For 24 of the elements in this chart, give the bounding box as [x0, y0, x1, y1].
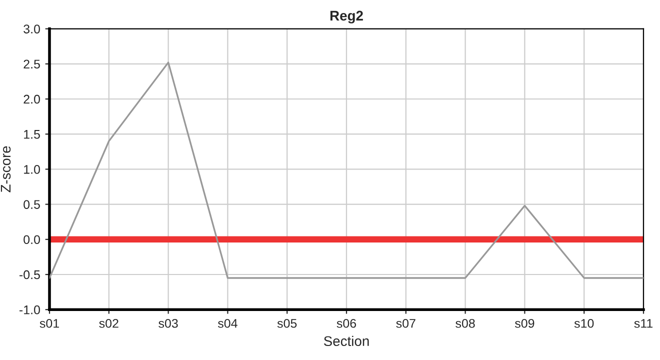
x-tick-label: s04 — [218, 318, 238, 328]
y-axis-title: Z-score — [0, 146, 11, 192]
y-tick-label: 1.5 — [24, 130, 40, 139]
x-tick-label: s05 — [277, 318, 297, 328]
x-tick-label: s11 — [634, 319, 653, 328]
y-tick-label: 2.0 — [24, 94, 40, 104]
y-tick-label: 0.0 — [24, 235, 40, 244]
x-axis-title: Section — [324, 336, 369, 346]
x-tick-label: s09 — [514, 318, 534, 328]
chart-title: Reg2 — [330, 10, 363, 24]
y-tick-label: 2.5 — [24, 60, 40, 69]
y-tick-label: -0.5 — [19, 270, 40, 280]
x-tick-label: s08 — [456, 318, 475, 328]
y-tick-label: 1.0 — [24, 165, 40, 174]
line-series — [50, 62, 644, 279]
x-tick-label: s10 — [574, 318, 594, 328]
x-tick-label: s06 — [336, 318, 356, 328]
x-tick-label: s01 — [40, 318, 59, 328]
y-tick-label: 0.5 — [24, 200, 40, 209]
y-tick-label: -1.0 — [19, 305, 40, 314]
y-tick-label: 3.0 — [24, 24, 40, 34]
x-tick-label: s03 — [158, 318, 178, 328]
x-tick-label: s07 — [396, 318, 416, 328]
x-tick-label: s02 — [99, 318, 118, 328]
